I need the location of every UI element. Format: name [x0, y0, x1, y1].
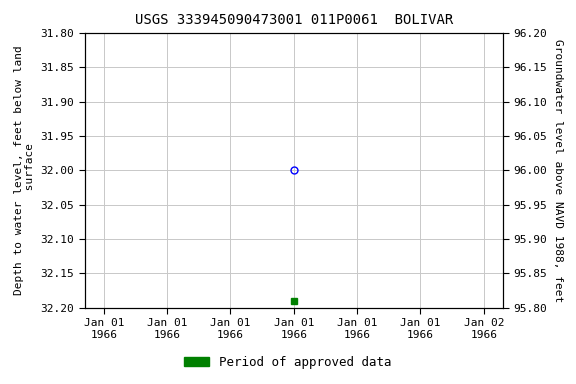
Y-axis label: Groundwater level above NAVD 1988, feet: Groundwater level above NAVD 1988, feet: [552, 39, 563, 302]
Legend: Period of approved data: Period of approved data: [179, 351, 397, 374]
Title: USGS 333945090473001 011P0061  BOLIVAR: USGS 333945090473001 011P0061 BOLIVAR: [135, 13, 453, 28]
Y-axis label: Depth to water level, feet below land
 surface: Depth to water level, feet below land su…: [13, 45, 35, 295]
